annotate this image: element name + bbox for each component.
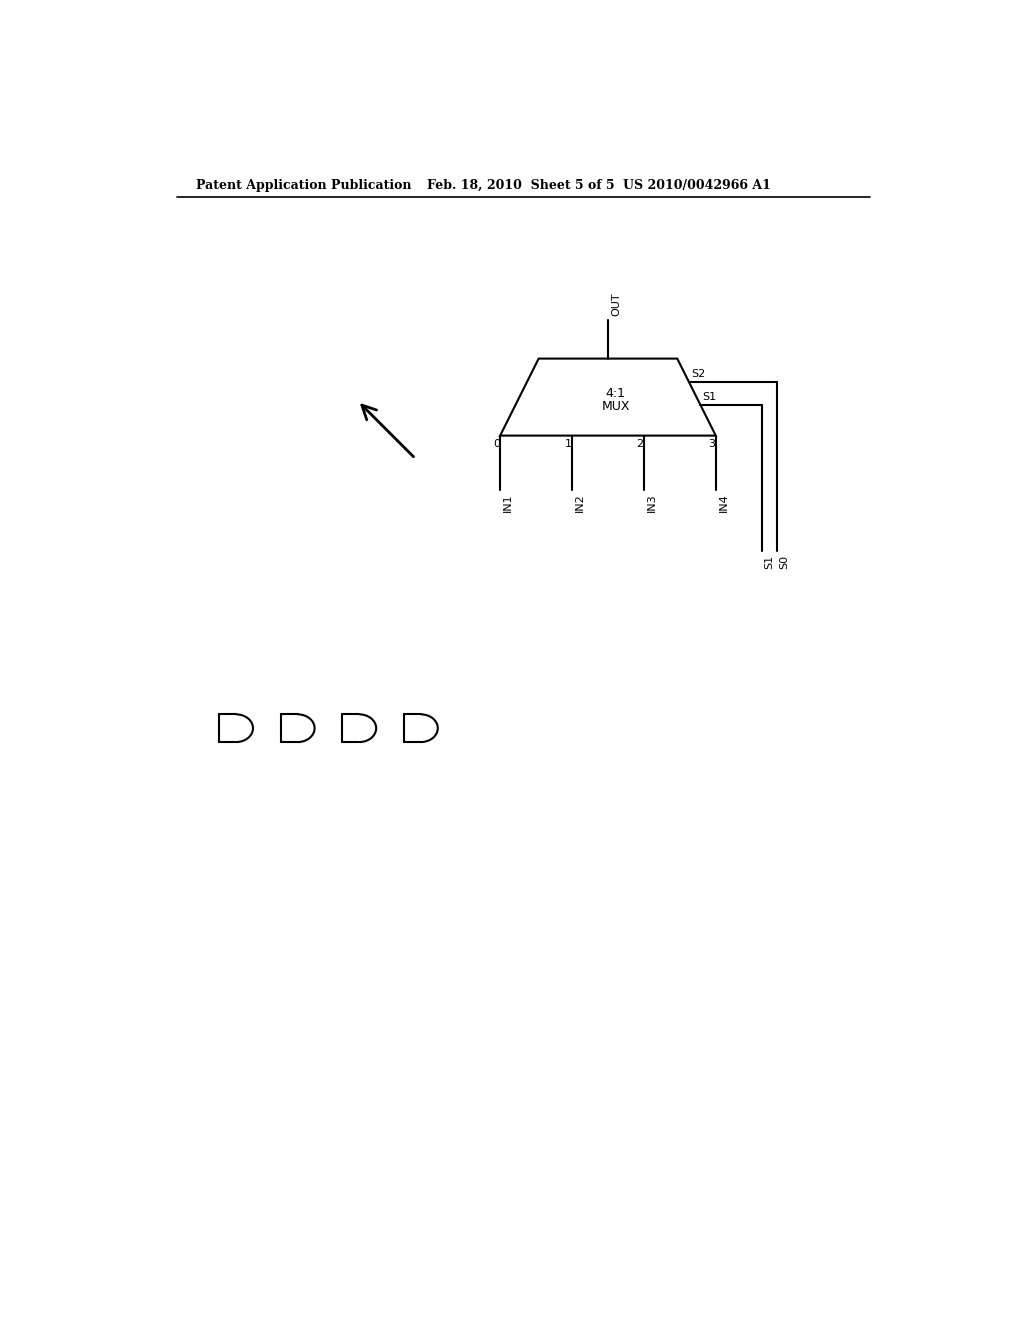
Text: IN2: IN2 — [575, 494, 585, 512]
Text: 1: 1 — [564, 440, 571, 449]
Text: IN3: IN3 — [647, 494, 657, 512]
Text: S1: S1 — [702, 392, 717, 401]
Text: 0: 0 — [493, 440, 500, 449]
Text: MUX: MUX — [601, 400, 630, 413]
Text: IN1: IN1 — [503, 494, 513, 512]
Text: 4:1: 4:1 — [605, 387, 626, 400]
Text: OUT: OUT — [611, 293, 622, 317]
Text: 3: 3 — [709, 440, 716, 449]
Text: US 2010/0042966 A1: US 2010/0042966 A1 — [624, 178, 771, 191]
Text: S2: S2 — [691, 368, 706, 379]
Text: Feb. 18, 2010  Sheet 5 of 5: Feb. 18, 2010 Sheet 5 of 5 — [427, 178, 614, 191]
Text: 2: 2 — [637, 440, 644, 449]
Text: S1: S1 — [764, 554, 774, 569]
Text: IN4: IN4 — [719, 494, 729, 512]
Text: Patent Application Publication: Patent Application Publication — [196, 178, 412, 191]
Text: S0: S0 — [779, 554, 790, 569]
